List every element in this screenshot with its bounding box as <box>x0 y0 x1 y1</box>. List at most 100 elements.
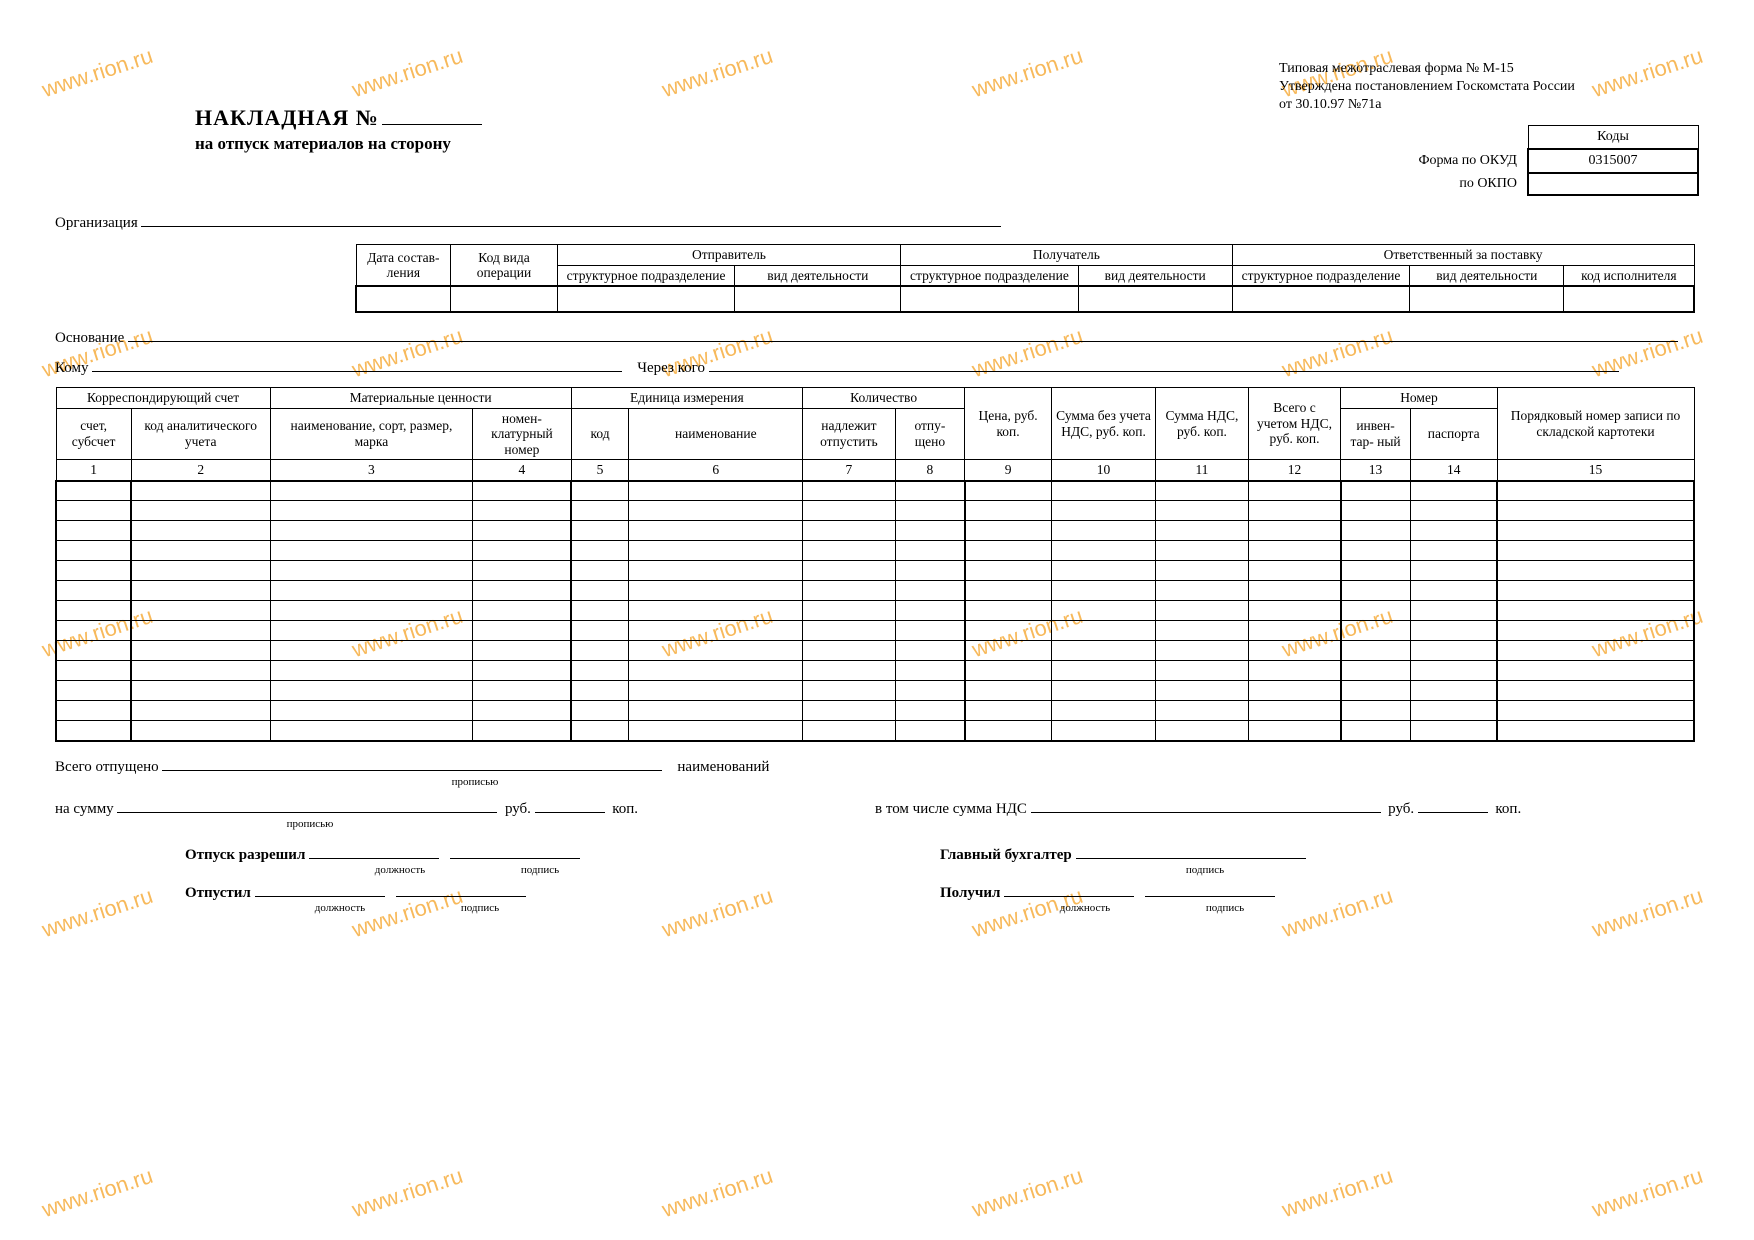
data-cell <box>1051 621 1155 641</box>
data-cell <box>965 661 1052 681</box>
colnum: 4 <box>473 460 571 481</box>
data-cell <box>270 541 473 561</box>
data-cell <box>1497 661 1694 681</box>
data-cell <box>270 521 473 541</box>
data-cell <box>965 521 1052 541</box>
hsub-execcode: код исполнителя <box>1564 265 1694 286</box>
data-cell <box>1051 481 1155 501</box>
in-words-sub: прописью <box>375 776 575 788</box>
via-label: Через кого <box>637 360 705 376</box>
data-cell <box>895 701 964 721</box>
data-cell <box>965 481 1052 501</box>
data-cell <box>965 701 1052 721</box>
data-cell <box>131 701 270 721</box>
data-cell <box>1410 721 1497 741</box>
data-cell <box>803 621 896 641</box>
data-cell <box>1410 481 1497 501</box>
data-cell <box>629 621 803 641</box>
data-cell <box>803 581 896 601</box>
msub-matname: наименование, сорт, размер, марка <box>270 408 473 460</box>
colnum: 12 <box>1248 460 1341 481</box>
header-cell <box>1078 286 1232 312</box>
data-cell <box>629 661 803 681</box>
data-cell <box>1341 721 1410 741</box>
data-cell <box>1410 621 1497 641</box>
data-cell <box>473 721 571 741</box>
data-cell <box>56 581 131 601</box>
msub-inv: инвен- тар- ный <box>1341 408 1410 460</box>
hsub-activity-3: вид деятельности <box>1410 265 1564 286</box>
data-cell <box>56 481 131 501</box>
data-cell <box>473 661 571 681</box>
msub-qty-due: надлежит отпустить <box>803 408 896 460</box>
data-cell <box>1341 481 1410 501</box>
hsub-struct-3: структурное подразделение <box>1232 265 1410 286</box>
watermark: www.rion.ru <box>1279 1163 1396 1223</box>
colnum: 1 <box>56 460 131 481</box>
data-cell <box>270 721 473 741</box>
data-cell <box>473 681 571 701</box>
data-cell <box>803 561 896 581</box>
data-cell <box>1497 601 1694 621</box>
total-released-label: Всего отпущено <box>55 759 159 775</box>
colnum: 10 <box>1051 460 1155 481</box>
data-cell <box>1341 681 1410 701</box>
data-cell <box>965 641 1052 661</box>
data-cell <box>1051 661 1155 681</box>
header-cell <box>356 286 451 312</box>
data-cell <box>629 501 803 521</box>
data-cell <box>895 481 964 501</box>
msub-unitname: наименование <box>629 408 803 460</box>
hsub-activity-2: вид деятельности <box>1078 265 1232 286</box>
data-cell <box>895 681 964 701</box>
data-cell <box>1341 581 1410 601</box>
data-cell <box>1497 701 1694 721</box>
data-cell <box>473 641 571 661</box>
data-cell <box>803 501 896 521</box>
colnum: 3 <box>270 460 473 481</box>
data-cell <box>965 721 1052 741</box>
header-cell <box>1410 286 1564 312</box>
data-cell <box>131 481 270 501</box>
data-cell <box>1051 681 1155 701</box>
data-cell <box>629 581 803 601</box>
position-sub-2: должность <box>275 902 405 914</box>
header-cell <box>1232 286 1410 312</box>
data-cell <box>965 561 1052 581</box>
data-cell <box>56 621 131 641</box>
data-cell <box>56 601 131 621</box>
position-sub-3: должность <box>1020 902 1150 914</box>
data-cell <box>803 661 896 681</box>
data-cell <box>571 641 629 661</box>
data-cell <box>803 541 896 561</box>
organization-label: Организация <box>55 215 138 231</box>
colnum: 9 <box>965 460 1052 481</box>
whom-via-line: Кому Через кого <box>55 357 1695 377</box>
data-cell <box>1410 701 1497 721</box>
data-cell <box>965 601 1052 621</box>
data-cell <box>131 601 270 621</box>
data-cell <box>1248 581 1341 601</box>
signature-sub-2: подпись <box>1140 864 1270 876</box>
data-cell <box>56 561 131 581</box>
data-cell <box>1341 561 1410 581</box>
data-cell <box>131 581 270 601</box>
msub-account: счет, субсчет <box>56 408 131 460</box>
colnum: 5 <box>571 460 629 481</box>
data-cell <box>571 561 629 581</box>
header-table: Дата состав- ления Код вида операции Отп… <box>355 244 1695 313</box>
data-cell <box>1248 601 1341 621</box>
hcol-opcode: Код вида операции <box>451 245 558 287</box>
incl-vat-label: в том числе сумма НДС <box>875 801 1027 817</box>
data-cell <box>965 581 1052 601</box>
data-cell <box>803 681 896 701</box>
header-cell <box>901 286 1079 312</box>
data-cell <box>895 721 964 741</box>
data-cell <box>56 701 131 721</box>
data-cell <box>473 481 571 501</box>
data-cell <box>629 721 803 741</box>
data-cell <box>1156 681 1249 701</box>
mcol-cardnum: Порядковый номер записи по складской кар… <box>1497 388 1694 460</box>
basis-line: Основание <box>55 327 1695 347</box>
data-cell <box>571 601 629 621</box>
